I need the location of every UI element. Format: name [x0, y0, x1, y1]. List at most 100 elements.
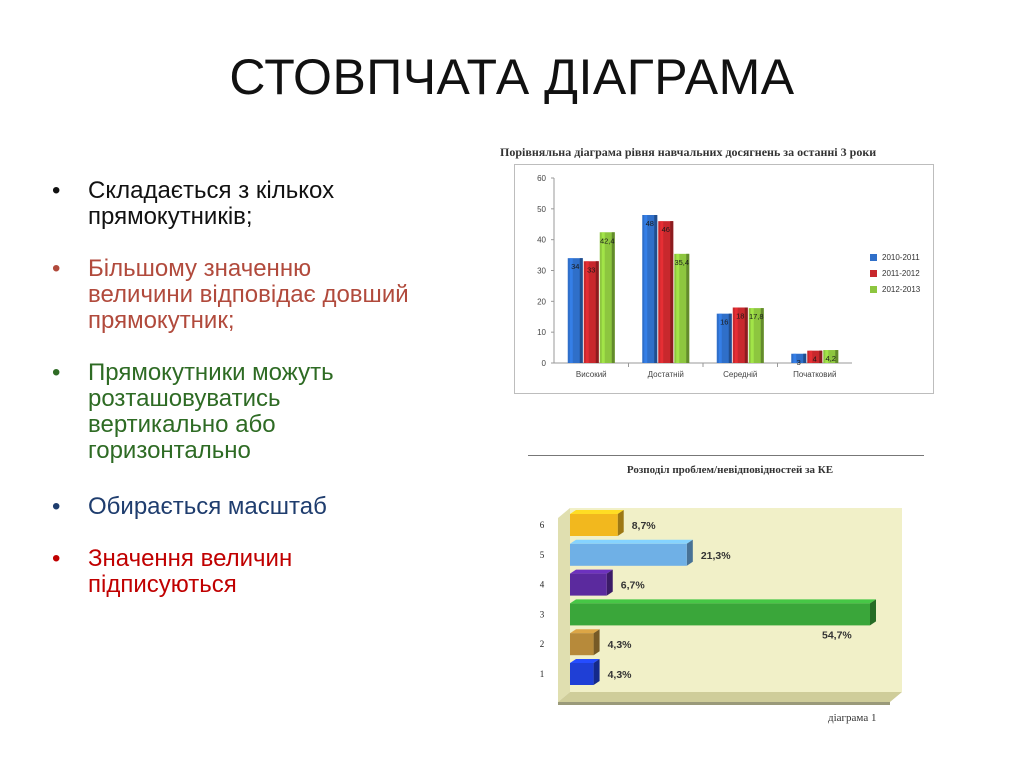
- chart1-bar-side: [803, 353, 807, 363]
- bullet-text: Обирається масштаб: [88, 493, 327, 520]
- chart2-category-label: 5: [540, 550, 545, 560]
- chart1-bar-highlight: [825, 350, 829, 363]
- chart1-legend-swatch: [870, 254, 877, 261]
- chart1-data-label: 48: [646, 219, 654, 228]
- chart1-bar-side: [654, 215, 658, 363]
- bullet-dot-icon: •: [52, 545, 61, 572]
- chart2-title: Розподіл проблем/невідповідностей за КЕ: [626, 464, 834, 476]
- chart1-bar-side: [835, 350, 839, 363]
- chart1-bar: [583, 261, 599, 363]
- chart1-bar: [599, 232, 615, 363]
- chart1-bar-highlight: [750, 308, 754, 363]
- chart1-data-label: 4: [813, 355, 817, 364]
- chart2-data-label: 6,7%: [621, 580, 646, 592]
- chart1-category-label: Початковий: [793, 370, 836, 379]
- bullet-dot-icon: •: [52, 493, 61, 520]
- chart2-bar-body: [570, 573, 607, 596]
- chart1-bar-side: [744, 307, 748, 363]
- chart2-data-label: 4,3%: [608, 639, 633, 651]
- chart2-data-label: 4,3%: [608, 669, 633, 681]
- bullet-text: Значення величин підписуються: [88, 545, 293, 598]
- chart1-category-label: Середній: [723, 370, 757, 379]
- chart1-bar-highlight: [585, 261, 589, 363]
- chart2-bar-body: [570, 603, 870, 626]
- chart1-data-label: 46: [662, 225, 670, 234]
- chart2-bar: [570, 569, 613, 596]
- bullet-item: • Складається з кількох прямокутників;: [46, 178, 416, 230]
- chart1-data-label: 17,8: [749, 312, 764, 321]
- chart2-data-label: 21,3%: [701, 550, 731, 562]
- bullet-dot-icon: •: [52, 255, 61, 282]
- chart2-data-label: 8,7%: [632, 520, 657, 532]
- chart1-category-label: Достатній: [648, 370, 684, 379]
- chart1-legend-swatch: [870, 270, 877, 277]
- chart1-bar-highlight: [676, 253, 680, 363]
- chart1-bar-highlight: [660, 221, 664, 363]
- chart2-floor: [558, 692, 902, 702]
- chart1-bar-highlight: [569, 258, 573, 363]
- chart2-data-label: 54,7%: [822, 629, 852, 641]
- chart1-category-label: Високий: [576, 370, 607, 379]
- bullet-item: • Значення величин підписуються: [46, 546, 416, 598]
- chart2-bar-end: [606, 569, 613, 596]
- bullet-item: • Більшому значенню величини відповідає д…: [46, 256, 416, 334]
- chart2-bar-body: [570, 543, 687, 566]
- bullet-text: Складається з кількох прямокутників;: [88, 177, 335, 230]
- bullet-dot-icon: •: [52, 359, 61, 386]
- chart2-bar-top: [570, 569, 613, 574]
- chart1-y-tick-label: 30: [537, 267, 546, 276]
- chart2-category-label: 2: [540, 639, 545, 649]
- chart1-bar: [748, 308, 764, 363]
- chart1-bar-side: [595, 261, 599, 363]
- chart1-y-tick-label: 10: [537, 328, 546, 337]
- chart1-data-label: 3: [797, 358, 801, 367]
- chart2-bar-top: [570, 629, 600, 634]
- chart2-category-label: 6: [540, 520, 545, 530]
- chart2-bar: [570, 599, 876, 626]
- chart1-y-tick-label: 0: [542, 359, 547, 368]
- chart1-bar: [658, 221, 674, 363]
- chart2-floor-edge: [558, 702, 890, 705]
- chart1-data-label: 34: [571, 262, 579, 271]
- chart2-bar-body: [570, 514, 618, 536]
- chart1-bar-body: [791, 353, 807, 363]
- chart2-bar: [570, 659, 600, 685]
- chart2-bar-top: [570, 539, 693, 544]
- chart1-bar-side: [579, 258, 583, 363]
- chart2-bar-end: [593, 629, 600, 656]
- chart1-y-tick-label: 60: [537, 174, 546, 183]
- chart1-data-label: 16: [720, 318, 728, 327]
- chart1-bar-highlight: [809, 350, 813, 363]
- bullet-item: • Прямокутники можуть розташовуватись вер…: [46, 360, 416, 464]
- chart2-bar: [570, 539, 693, 566]
- chart2-category-label: 1: [540, 669, 545, 679]
- chart1-legend-swatch: [870, 286, 877, 293]
- chart2-category-label: 3: [540, 609, 545, 619]
- chart2-bar-top: [570, 659, 600, 663]
- chart1-bar-highlight: [644, 215, 648, 363]
- bullet-text: Прямокутники можуть розташовуватись верт…: [88, 359, 334, 464]
- chart2-bar-end: [686, 539, 693, 566]
- chart1-bar-side: [819, 350, 823, 363]
- chart1-legend-label: 2010-2011: [882, 253, 920, 262]
- chart1-bar-side: [611, 232, 615, 363]
- chart1-data-label: 33: [587, 265, 595, 274]
- chart2-bar-end: [617, 510, 624, 536]
- chart2-category-label: 4: [540, 580, 545, 590]
- chart2-bar-body: [570, 663, 594, 685]
- bullet-dot-icon: •: [52, 177, 61, 204]
- chart1-bar-highlight: [734, 307, 738, 363]
- chart2-bar: [570, 510, 624, 536]
- chart1-bar-side: [686, 253, 690, 363]
- chart1-legend-label: 2011-2012: [882, 269, 920, 278]
- chart2-bar-body: [570, 633, 594, 656]
- chart1-title: Порівняльна діаграма рівня навчальних до…: [500, 145, 877, 159]
- chart1-bar: [567, 258, 583, 363]
- chart2-bar-end: [870, 599, 876, 626]
- bullet-list: • Складається з кількох прямокутників; • Б…: [46, 178, 416, 624]
- chart2-top-rule: [528, 455, 924, 456]
- chart1-bar-highlight: [718, 313, 722, 363]
- chart1-data-label: 42,4: [600, 236, 615, 245]
- chart1-legend-label: 2012-2013: [882, 285, 921, 294]
